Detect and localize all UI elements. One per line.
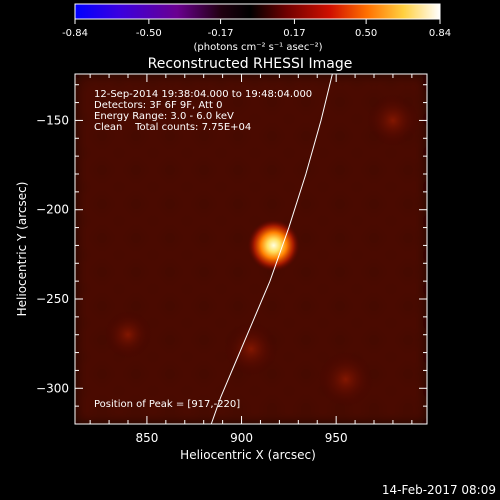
- x-tick-label: 900: [230, 431, 253, 445]
- secondary-sources: [103, 93, 421, 409]
- peak-position-label: Position of Peak = [917,-220]: [94, 399, 240, 410]
- colorbar-tick-label: -0.50: [136, 28, 162, 39]
- plot-frame: [74, 73, 428, 425]
- annotation-counts: Clean Total counts: 7.75E+04: [94, 122, 251, 133]
- x-axis-ticks: 850 900 950: [89, 74, 413, 445]
- peak-source: [247, 219, 300, 272]
- secondary-source: [365, 93, 421, 148]
- colorbar-ticks: -0.84 -0.50 -0.17 0.17 0.50 0.84: [62, 19, 451, 39]
- y-tick-label: −300: [36, 381, 69, 395]
- colorbar-tick-label: 0.84: [429, 28, 451, 39]
- secondary-source: [103, 309, 153, 360]
- y-axis-label: Heliocentric Y (arcsec): [15, 182, 29, 317]
- heatmap-image: [75, 74, 427, 424]
- y-tick-label: −150: [36, 113, 69, 127]
- footer-date: 14-Feb-2017 08:09: [382, 483, 496, 497]
- chart-title: Reconstructed RHESSI Image: [148, 56, 353, 72]
- y-tick-label: −250: [36, 292, 69, 306]
- colorbar-tick-label: 0.50: [355, 28, 377, 39]
- x-tick-label: 950: [325, 431, 348, 445]
- secondary-source: [223, 321, 279, 377]
- colorbar-tick-label: -0.84: [62, 28, 88, 39]
- x-axis-label: Heliocentric X (arcsec): [180, 448, 316, 462]
- annotation-detectors: Detectors: 3F 6F 9F, Att 0: [94, 100, 222, 111]
- colorbar-unit-label: (photons cm⁻² s⁻¹ asec⁻²): [193, 42, 322, 53]
- x-tick-label: 850: [135, 431, 158, 445]
- y-axis-ticks: −150 −200 −250 −300: [36, 84, 427, 425]
- y-tick-label: −200: [36, 203, 69, 217]
- annotation-energy: Energy Range: 3.0 - 6.0 keV: [94, 111, 234, 122]
- solar-limb-line: [210, 74, 333, 424]
- annotation-time: 12-Sep-2014 19:38:04.000 to 19:48:04.000: [94, 89, 312, 100]
- colorbar-tick-label: 0.17: [283, 28, 305, 39]
- secondary-source: [316, 350, 375, 409]
- colorbar-tick-label: -0.17: [208, 28, 234, 39]
- colorbar: [74, 3, 441, 20]
